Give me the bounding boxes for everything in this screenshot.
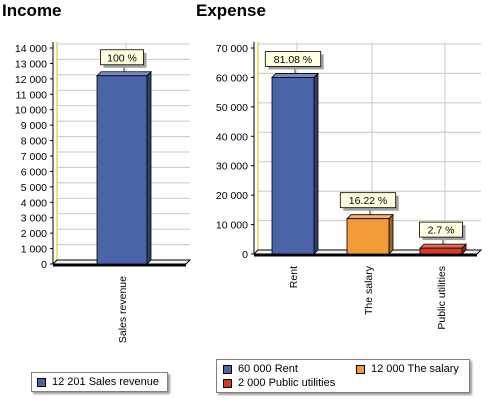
- y-tick-label: 1 000: [21, 244, 47, 256]
- y-tick-label: 50 000: [216, 102, 248, 114]
- legend-swatch: [223, 378, 232, 388]
- data-label-box: [419, 221, 463, 238]
- y-tick-label: 14 000: [15, 43, 47, 55]
- bar-top: [346, 214, 394, 220]
- legend-swatch: [37, 377, 46, 387]
- bar-top: [271, 73, 319, 78]
- bar-side: [313, 72, 319, 255]
- y-tick-label: 9 000: [21, 120, 47, 132]
- data-label-box: [100, 49, 144, 66]
- x-tick-label: Rent: [288, 266, 300, 288]
- y-tick-label: 20 000: [216, 190, 248, 202]
- bar-the-salary: [346, 218, 390, 255]
- expense-legend-item-salary: 12 000 The salary: [356, 363, 459, 375]
- y-tick-label: 40 000: [216, 131, 248, 143]
- bar-side: [388, 213, 394, 255]
- expense-legend-label-salary: 12 000 The salary: [371, 363, 459, 375]
- data-label: 81.08 %: [274, 54, 313, 66]
- y-tick-label: 7 000: [21, 151, 47, 163]
- income-legend: 12 201 Sales revenue: [31, 372, 168, 392]
- y-tick-label: 5 000: [21, 182, 47, 194]
- expense-legend-item-utilities: 2 000 Public utilities: [223, 377, 335, 389]
- bar-top: [96, 71, 152, 77]
- data-label: 16.22 %: [349, 195, 388, 207]
- data-label-box: [264, 51, 322, 67]
- y-tick-label: 3 000: [21, 213, 47, 225]
- y-tick-label: 60 000: [216, 72, 248, 84]
- y-tick-label: 2 000: [21, 228, 47, 240]
- y-tick-label: 12 000: [15, 74, 47, 86]
- data-label-box: [339, 192, 397, 209]
- bar-sales-revenue: [96, 75, 148, 265]
- x-tick-label: The salary: [363, 265, 375, 315]
- y-tick-label: 70 000: [216, 43, 248, 55]
- bar-public-utilities: [419, 247, 463, 255]
- legend-swatch: [223, 364, 232, 374]
- income-legend-label: 12 201 Sales revenue: [52, 376, 160, 388]
- bar-rent: [271, 77, 315, 255]
- income-legend-item: 12 201 Sales revenue: [37, 376, 159, 388]
- expense-legend: 60 000 Rent 12 000 The salary 2 000 Publ…: [216, 359, 470, 393]
- y-tick-label: 10 000: [216, 220, 248, 232]
- income-chart: 0 1 000 2 000 3 000 4 000 5 000 6 000 7 000 8 00…: [15, 42, 192, 343]
- y-tick-label: 30 000: [216, 161, 248, 173]
- y-tick-label: 8 000: [21, 136, 47, 148]
- expense-chart-title: Expense: [196, 1, 266, 20]
- y-tick-label: 11 000: [16, 89, 47, 101]
- y-tick-label: 13 000: [15, 58, 47, 70]
- x-tick-label: Public utilities: [436, 266, 448, 330]
- y-tick-label: 0: [41, 259, 47, 271]
- data-label: 100 %: [107, 52, 137, 64]
- income-chart-title: Income: [2, 1, 62, 20]
- expense-legend-label-utilities: 2 000 Public utilities: [238, 377, 336, 389]
- y-tick-label: 0: [242, 249, 248, 261]
- expense-legend-item-rent: 60 000 Rent: [223, 363, 298, 375]
- x-tick-label: Sales revenue: [117, 276, 129, 343]
- expense-legend-label-rent: 60 000 Rent: [238, 363, 298, 375]
- y-tick-label: 4 000: [21, 197, 47, 209]
- bar-side: [146, 70, 152, 265]
- y-tick-label: 10 000: [15, 105, 47, 117]
- y-tick-label: 6 000: [21, 166, 47, 178]
- expense-chart: 0 10 000 20 000 30 000 40 000 50 000 60 000 70 …: [216, 42, 483, 330]
- data-label: 2.7 %: [428, 225, 455, 237]
- legend-swatch: [356, 364, 365, 374]
- bar-top: [419, 243, 467, 249]
